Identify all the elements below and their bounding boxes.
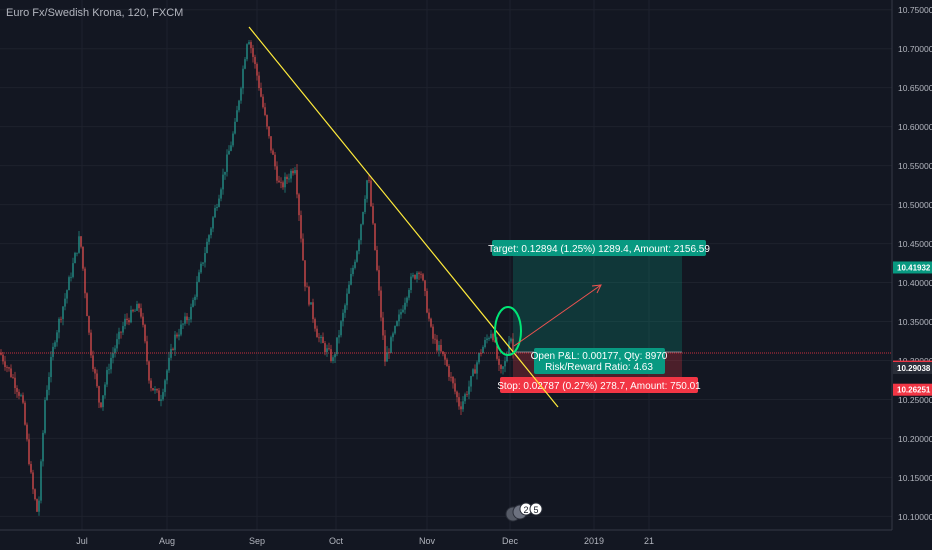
price-tick-label: 10.50000 bbox=[898, 200, 932, 210]
price-axis[interactable]: 10.75000 10.70000 10.65000 10.60000 10.55000… bbox=[891, 0, 932, 530]
time-tick-label: 21 bbox=[644, 536, 654, 546]
price-axis-badge bbox=[893, 361, 932, 374]
price-axis-badge-text: 10.29038 bbox=[897, 364, 931, 373]
time-tick-label: Sep bbox=[249, 536, 265, 546]
profit-zone[interactable] bbox=[513, 254, 682, 352]
event-badge-text: 2 bbox=[523, 505, 528, 515]
time-tick-label: Oct bbox=[329, 536, 344, 546]
price-axis-badge-text: 10.26251 bbox=[897, 386, 931, 395]
event-badge[interactable] bbox=[529, 502, 543, 516]
pnl-label: Open P&L: 0.00177, Qty: 8970 bbox=[531, 351, 668, 362]
price-tick-label: 10.75000 bbox=[898, 5, 932, 15]
arrow-drawing[interactable] bbox=[513, 284, 602, 347]
trendline[interactable] bbox=[248, 26, 559, 408]
price-tick-label: 10.20000 bbox=[898, 434, 932, 444]
price-tick-label: 10.15000 bbox=[898, 473, 932, 483]
price-tick-label: 10.55000 bbox=[898, 161, 932, 171]
time-tick-label: Jul bbox=[76, 536, 88, 546]
candle-series bbox=[0, 39, 514, 516]
highlight-ellipse[interactable] bbox=[494, 306, 522, 356]
price-tick-label: 10.25000 bbox=[898, 395, 932, 405]
symbol-title: Euro Fx/Swedish Krona, 120, FXCM bbox=[6, 7, 184, 19]
price-tick-label: 10.10000 bbox=[898, 512, 932, 522]
time-tick-label: Nov bbox=[419, 536, 436, 546]
event-badge-text: 5 bbox=[533, 505, 538, 515]
target-label: Target: 0.12894 (1.25%) 1289.4, Amount: … bbox=[488, 244, 710, 255]
event-badges[interactable]: 2 5 bbox=[505, 502, 543, 522]
price-tick-label: 10.45000 bbox=[898, 239, 932, 249]
price-tick-label: 10.70000 bbox=[898, 44, 932, 54]
grid bbox=[0, 0, 892, 530]
price-axis-badge bbox=[893, 383, 932, 396]
time-tick-label: 2019 bbox=[584, 536, 604, 546]
long-position-tool[interactable]: Target: 0.12894 (1.25%) 1289.4, Amount: … bbox=[488, 240, 710, 393]
time-axis[interactable]: Jul Aug Sep Oct Nov Dec 2019 21 bbox=[0, 529, 932, 550]
stop-label-box bbox=[500, 377, 698, 393]
risk-reward-label: Risk/Reward Ratio: 4.63 bbox=[545, 362, 653, 373]
target-label-box bbox=[492, 240, 706, 256]
price-tick-label: 10.35000 bbox=[898, 317, 932, 327]
time-tick-label: Dec bbox=[502, 536, 519, 546]
stop-label: Stop: 0.02787 (0.27%) 278.7, Amount: 750… bbox=[497, 381, 701, 392]
price-tick-label: 10.60000 bbox=[898, 122, 932, 132]
price-tick-label: 10.65000 bbox=[898, 83, 932, 93]
price-tick-label: 10.40000 bbox=[898, 278, 932, 288]
price-axis-badge-text: 10.41932 bbox=[897, 263, 931, 272]
pnl-label-box bbox=[534, 348, 665, 374]
time-tick-label: Aug bbox=[159, 536, 175, 546]
price-axis-badge bbox=[893, 261, 932, 274]
